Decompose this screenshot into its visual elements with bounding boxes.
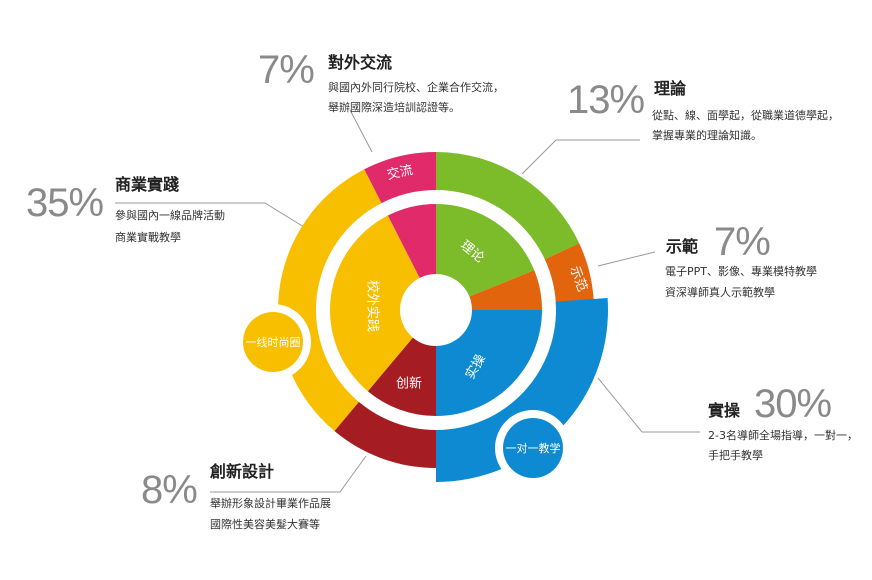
demo-percent: 7% bbox=[714, 220, 771, 264]
business-percent: 35% bbox=[26, 181, 104, 225]
demo-desc-1: 電子PPT、影像、專業模特教學 bbox=[665, 265, 817, 278]
practice-desc-2: 手把手教學 bbox=[708, 449, 763, 462]
practice-percent: 30% bbox=[754, 382, 832, 426]
business-desc-1: 參與國內一線品牌活動 bbox=[115, 209, 225, 222]
innovation-ring-segment bbox=[334, 401, 436, 468]
business-badge bbox=[243, 312, 303, 372]
theory-pie-slice bbox=[436, 204, 535, 297]
business-leader-line bbox=[115, 202, 313, 233]
practice-ring-segment bbox=[436, 298, 608, 482]
business-pie-slice bbox=[330, 215, 420, 392]
business-desc-2: 商業實戰教學 bbox=[115, 231, 181, 244]
innovation-desc-1: 舉辦形象設計畢業作品展 bbox=[210, 497, 331, 510]
exchange-ring-segment bbox=[364, 152, 436, 204]
practice-title: 實操 bbox=[708, 401, 741, 420]
exchange-leader-line bbox=[349, 109, 373, 153]
innovation-desc-2: 國際性美容美髮大賽等 bbox=[210, 518, 320, 531]
theory-desc-2: 掌握專業的理論知識。 bbox=[652, 129, 762, 142]
innovation-leader-line bbox=[210, 455, 367, 493]
theory-percent: 13% bbox=[567, 78, 645, 122]
demo-pie-slice bbox=[469, 270, 542, 310]
business-ring-segment bbox=[277, 169, 382, 432]
practice-leader-line bbox=[597, 377, 700, 433]
practice-badge-label: 一对一教学 bbox=[506, 441, 561, 455]
innovation-percent: 8% bbox=[141, 468, 198, 512]
business-pie-label: 校外实践 bbox=[365, 280, 381, 332]
demo-leader-line bbox=[597, 251, 656, 267]
practice-badge bbox=[503, 418, 563, 478]
exchange-percent: 7% bbox=[258, 48, 315, 92]
business-title: 商業實踐 bbox=[115, 175, 180, 194]
practice-pie-slice bbox=[436, 310, 542, 416]
theory-ring-segment bbox=[436, 152, 580, 260]
theory-title: 理論 bbox=[654, 79, 687, 98]
innovation-title: 創新設計 bbox=[210, 462, 275, 481]
practice-desc-1: 2-3名導師全場指導，一對一， bbox=[708, 429, 858, 442]
demo-desc-2: 資深導師真人示範教學 bbox=[665, 286, 775, 299]
demo-ring-segment bbox=[544, 243, 594, 310]
innovation-pie-slice bbox=[367, 337, 436, 416]
exchange-pie-slice bbox=[387, 204, 436, 278]
exchange-desc-2: 舉辦國際深造培訓認證等。 bbox=[328, 101, 460, 114]
exchange-desc-1: 與國內外同行院校、企業合作交流， bbox=[328, 81, 504, 94]
exchange-ring-label: 交流 bbox=[386, 162, 415, 183]
innovation-pie-label: 创新 bbox=[396, 376, 422, 392]
demo-title: 示範 bbox=[666, 237, 699, 256]
business-badge-label: 一线时尚圈 bbox=[246, 335, 301, 349]
theory-desc-1: 從點、線、面學起，從職業道德學起， bbox=[652, 109, 839, 122]
theory-leader-line bbox=[521, 139, 640, 175]
exchange-title: 對外交流 bbox=[328, 53, 393, 72]
